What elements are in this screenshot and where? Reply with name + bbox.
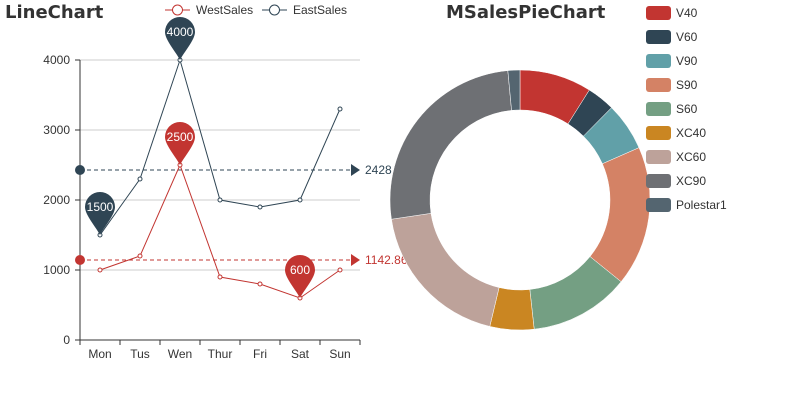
- legend-label[interactable]: V60: [676, 30, 698, 44]
- mark-point-label: 2500: [167, 130, 194, 144]
- x-tick-label: Tus: [130, 347, 150, 361]
- data-point[interactable]: [217, 197, 223, 203]
- data-point[interactable]: [97, 267, 103, 273]
- x-tick-label: Mon: [88, 347, 111, 361]
- pie-slice-xc60[interactable]: [391, 213, 500, 327]
- legend-swatch[interactable]: [646, 54, 671, 68]
- mark-point-pin: [85, 192, 115, 235]
- legend-label[interactable]: S90: [676, 78, 698, 92]
- data-point[interactable]: [257, 281, 263, 287]
- legend-circle-symbol[interactable]: [269, 4, 280, 16]
- legend-label[interactable]: WestSales: [196, 3, 253, 17]
- mark-line-arrow: [351, 253, 360, 266]
- pie-slice-s90[interactable]: [589, 147, 651, 283]
- pie-chart-title: MSalesPieChart: [446, 2, 606, 23]
- y-tick-label: 4000: [43, 53, 70, 67]
- legend-circle-symbol[interactable]: [172, 4, 183, 16]
- data-point[interactable]: [217, 274, 223, 280]
- y-tick-label: 2000: [43, 193, 70, 207]
- data-point[interactable]: [137, 176, 143, 182]
- legend-swatch[interactable]: [646, 174, 671, 188]
- pie-slice-polestar1[interactable]: [507, 69, 521, 111]
- legend-swatch[interactable]: [646, 6, 671, 20]
- legend-label[interactable]: XC90: [676, 174, 706, 188]
- legend-label[interactable]: V90: [676, 54, 698, 68]
- x-tick-label: Wen: [168, 347, 192, 361]
- x-tick-label: Sat: [291, 347, 310, 361]
- mark-point-label: 4000: [167, 25, 194, 39]
- data-point[interactable]: [137, 253, 143, 259]
- legend-swatch[interactable]: [646, 30, 671, 44]
- legend-swatch[interactable]: [646, 126, 671, 140]
- data-point[interactable]: [337, 267, 343, 273]
- y-tick-label: 1000: [43, 263, 70, 277]
- legend-label[interactable]: XC40: [676, 126, 706, 140]
- legend-label[interactable]: Polestar1: [676, 198, 727, 212]
- mark-point-pin: [165, 17, 195, 60]
- mark-line-arrow: [351, 164, 360, 177]
- x-tick-label: Sun: [329, 347, 350, 361]
- legend-swatch[interactable]: [646, 198, 671, 212]
- legend-swatch[interactable]: [646, 78, 671, 92]
- y-tick-label: 3000: [43, 123, 70, 137]
- data-point[interactable]: [297, 197, 303, 203]
- legend-label[interactable]: EastSales: [293, 3, 347, 17]
- pie-slice-xc90[interactable]: [389, 70, 512, 220]
- mark-point-pin: [285, 255, 315, 298]
- data-point[interactable]: [337, 106, 343, 112]
- line-chart-title: LineChart: [5, 2, 104, 23]
- legend-label[interactable]: V40: [676, 6, 698, 20]
- x-tick-label: Thur: [208, 347, 233, 361]
- x-tick-label: Fri: [253, 347, 267, 361]
- mark-point-pin: [165, 122, 195, 165]
- mark-point-label: 1500: [87, 200, 114, 214]
- legend-label[interactable]: S60: [676, 102, 698, 116]
- mark-line-label: 1142.86: [365, 253, 408, 267]
- mark-point-label: 600: [290, 263, 310, 277]
- legend-swatch[interactable]: [646, 102, 671, 116]
- y-tick-label: 0: [63, 333, 70, 347]
- legend-swatch[interactable]: [646, 150, 671, 164]
- data-point[interactable]: [257, 204, 263, 210]
- legend-label[interactable]: XC60: [676, 150, 706, 164]
